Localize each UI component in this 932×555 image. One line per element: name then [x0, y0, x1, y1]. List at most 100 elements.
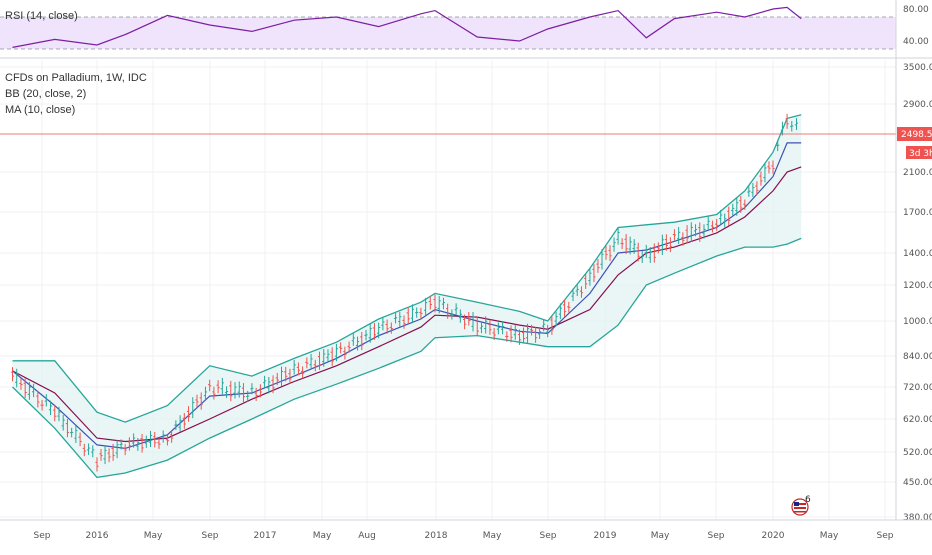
price-bar: [82, 443, 86, 457]
price-bar: [677, 227, 681, 245]
price-bar: [95, 457, 99, 472]
ma-line: [12, 142, 802, 450]
price-bar: [628, 236, 632, 255]
price-bar: [195, 394, 199, 408]
price-bar: [191, 397, 195, 419]
bb-lower-line: [12, 237, 802, 479]
price-bar: [785, 113, 789, 129]
chart-title: CFDs on Palladium, 1W, IDC: [5, 72, 147, 84]
price-bar: [186, 406, 191, 422]
price-bar: [275, 372, 279, 386]
price-bar: [462, 314, 467, 330]
price-bar: [644, 244, 648, 259]
price-bar: [767, 161, 771, 174]
price-bar: [604, 246, 608, 260]
price-bar: [533, 327, 538, 343]
price-tick-label: 2900.00: [903, 100, 932, 110]
flag-us-icon[interactable]: [791, 498, 809, 516]
price-bar: [364, 329, 368, 341]
price-bar: [656, 242, 660, 254]
price-tick-label: 840.00: [903, 352, 932, 362]
price-bar: [44, 394, 48, 407]
bb-label: BB (20, close, 2): [5, 88, 87, 100]
price-bar: [410, 304, 415, 324]
price-bar: [262, 375, 267, 388]
price-bar: [588, 268, 592, 286]
price-bar: [258, 384, 262, 398]
price-bar: [254, 387, 258, 401]
price-bar: [32, 383, 36, 398]
price-bar: [620, 238, 624, 250]
time-tick-label: Sep: [202, 531, 219, 541]
price-bar: [592, 264, 596, 283]
price-bar: [715, 218, 719, 231]
price-bar: [672, 229, 677, 241]
price-bar: [301, 366, 305, 379]
price-bar: [550, 315, 554, 335]
price-bar: [743, 199, 747, 210]
price-bar: [546, 324, 550, 338]
price-bar: [488, 319, 492, 335]
price-bar: [479, 321, 484, 334]
price-bar: [296, 362, 300, 376]
price-bar: [509, 325, 513, 343]
price-bar: [719, 210, 723, 224]
price-bar: [501, 321, 505, 335]
price-tick-label: 520.00: [903, 448, 932, 458]
price-tick-label: 450.00: [903, 478, 932, 488]
price-bar: [612, 237, 616, 252]
price-bar: [475, 316, 479, 337]
price-bar: [372, 323, 377, 340]
price-bar: [326, 349, 330, 363]
price-bar: [140, 433, 144, 453]
price-bar: [759, 171, 763, 186]
price-bar: [241, 383, 246, 403]
price-bar: [640, 251, 644, 263]
price-bar: [624, 234, 628, 255]
price-bar: [579, 286, 584, 298]
price-bar: [136, 438, 140, 451]
price-bar: [127, 437, 131, 451]
countdown-tag: [906, 146, 932, 159]
price-bar: [484, 316, 488, 334]
price-bar: [616, 227, 620, 245]
price-bar: [389, 322, 393, 334]
price-bar: [288, 368, 292, 385]
price-bar: [710, 220, 715, 233]
price-bar: [450, 309, 454, 320]
last-price-tag: [897, 127, 932, 141]
price-bar: [305, 357, 309, 369]
price-bar: [119, 439, 123, 450]
price-bar: [763, 162, 767, 183]
price-bar: [57, 406, 61, 422]
countdown-value: 3d 3h: [909, 149, 932, 159]
price-bar: [15, 368, 19, 388]
ma-label: MA (10, close): [5, 104, 76, 116]
price-tick-label: 1000.00: [903, 317, 932, 327]
price-bar: [794, 118, 799, 131]
price-bar: [706, 216, 710, 230]
price-bar: [78, 432, 82, 447]
price-bar: [538, 327, 542, 339]
price-bar: [309, 353, 313, 370]
bb-basis-line: [12, 166, 802, 443]
price-bar: [220, 377, 224, 395]
price-bar: [229, 380, 233, 402]
price-bar: [70, 427, 74, 438]
rsi-axis: 80.00 40.00: [903, 5, 929, 47]
price-bar: [203, 386, 208, 402]
price-bar: [347, 341, 351, 353]
price-bar: [505, 331, 509, 342]
price-bar: [74, 426, 78, 443]
price-bar: [558, 303, 562, 320]
price-bar: [636, 242, 640, 262]
price-bar: [212, 386, 216, 400]
price-bar: [554, 311, 558, 327]
price-bar: [567, 301, 571, 313]
price-bar: [575, 284, 579, 297]
price-bar: [702, 224, 706, 239]
rsi-label: RSI (14, close): [5, 10, 78, 22]
price-bar: [233, 382, 237, 399]
